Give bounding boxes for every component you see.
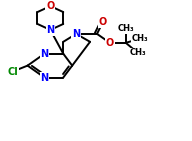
Text: N: N — [40, 49, 49, 59]
Text: CH₃: CH₃ — [131, 34, 148, 43]
Text: N: N — [72, 29, 80, 39]
Text: N: N — [40, 72, 49, 82]
Text: O: O — [99, 17, 107, 27]
Text: CH₃: CH₃ — [129, 48, 146, 57]
Text: O: O — [46, 1, 55, 11]
Text: N: N — [46, 25, 55, 35]
Text: O: O — [106, 38, 114, 48]
Text: CH₃: CH₃ — [118, 24, 134, 33]
Text: Cl: Cl — [7, 67, 18, 77]
